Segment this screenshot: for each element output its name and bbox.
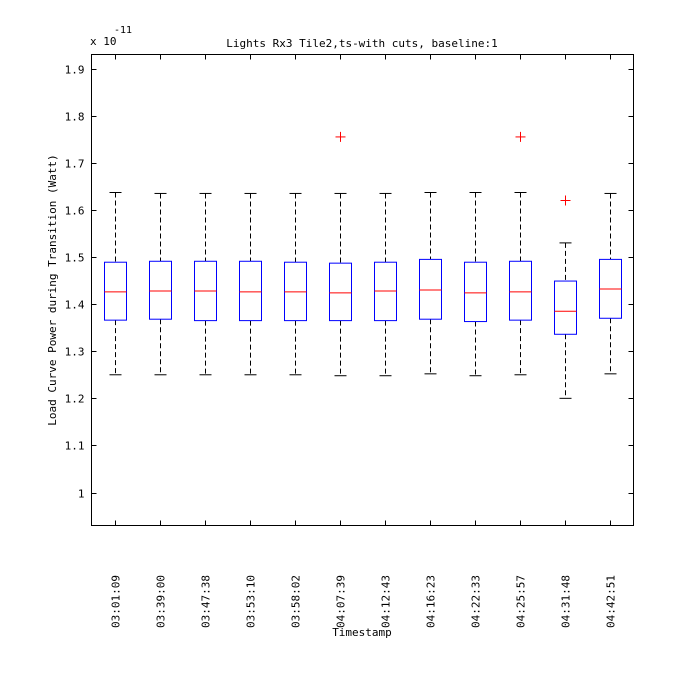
x-tick-label: 03:53:10	[245, 575, 258, 628]
interquartile-box	[104, 261, 127, 321]
plot-area	[91, 54, 634, 526]
x-tick-label: 04:42:51	[605, 575, 618, 628]
y-tick-label: 1.6	[65, 205, 85, 218]
interquartile-box	[239, 260, 262, 322]
x-tick-label: 04:31:48	[560, 575, 573, 628]
box-04-12-43	[374, 192, 397, 377]
y-multiplier-base: x 10	[90, 35, 117, 48]
box-04-42-51	[599, 192, 622, 375]
interquartile-box	[464, 261, 487, 323]
interquartile-box	[329, 262, 352, 322]
x-tick-label: 03:39:00	[155, 575, 168, 628]
outlier-marker	[560, 195, 571, 206]
y-tick-label: 1.9	[65, 64, 85, 77]
y-tick-label: 1.8	[65, 111, 85, 124]
x-axis-ticks: 03:01:09 03:39:00 03:47:38 03:53:10 03:58:02…	[110, 54, 618, 628]
box-series	[104, 131, 622, 399]
x-tick-label: 03:58:02	[290, 575, 303, 628]
interquartile-box	[554, 280, 577, 335]
box-03-53-10	[239, 192, 262, 376]
y-tick-label: 1.7	[65, 158, 85, 171]
x-axis-label: Timestamp	[332, 626, 392, 639]
interquartile-box	[419, 258, 442, 320]
box-03-47-38	[194, 192, 217, 376]
y-tick-label: 1.3	[65, 346, 85, 359]
outlier-marker	[515, 131, 526, 142]
chart-title: Lights Rx3 Tile2,ts-with cuts, baseline:…	[226, 37, 498, 50]
box-03-58-02	[284, 192, 307, 376]
box-04-25-57	[509, 131, 532, 376]
x-tick-label: 04:25:57	[515, 575, 528, 628]
box-04-31-48	[554, 195, 577, 399]
y-tick-label: 1.2	[65, 393, 85, 406]
y-multiplier-exponent: -11	[114, 25, 132, 36]
box-03-39-00	[149, 192, 172, 376]
x-tick-label: 04:16:23	[425, 575, 438, 628]
interquartile-box	[149, 260, 172, 320]
x-tick-label: 03:01:09	[110, 575, 123, 628]
box-04-22-33	[464, 192, 487, 377]
y-tick-label: 1.1	[65, 440, 85, 453]
x-tick-label: 04:12:43	[380, 575, 393, 628]
y-tick-label: 1	[78, 488, 85, 501]
y-tick-label: 1.4	[65, 299, 85, 312]
y-axis-label: Load Curve Power during Transition (Watt…	[46, 154, 59, 426]
x-tick-label: 04:07:39	[335, 575, 348, 628]
outlier-marker	[335, 131, 346, 142]
x-tick-label: 03:47:38	[200, 575, 213, 628]
interquartile-box	[509, 260, 532, 321]
y-axis-ticks: 1 1.1 1.2 1.3 1.4 1.5 1.6 1.7 1.8 1.9	[65, 64, 634, 501]
box-03-01-09	[104, 192, 127, 376]
y-tick-label: 1.5	[65, 252, 85, 265]
box-04-16-23	[419, 192, 442, 375]
x-tick-label: 04:22:33	[470, 575, 483, 628]
box-04-07-39	[329, 131, 352, 377]
